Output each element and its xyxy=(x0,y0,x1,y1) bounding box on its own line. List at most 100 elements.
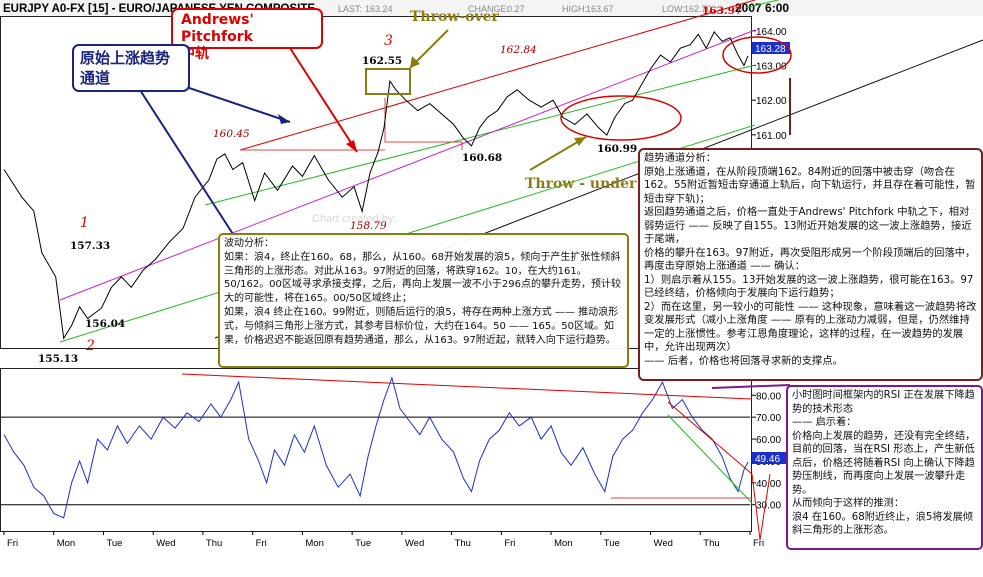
price-tick-label: 162.00 xyxy=(756,96,787,107)
throw-under-arrow xyxy=(529,136,587,171)
wave-analysis-note: 波动分析： 如果：浪4，终止在160。68，那么，从160。68开始发展的浪5，… xyxy=(218,233,629,368)
trend-analysis-p3: 价格的攀升在163。97附近，再次受阻形成另一个阶段顶端后的回落中，再度击穿原始… xyxy=(644,246,976,273)
rsi-panel-frame xyxy=(0,368,752,532)
rsi-downtrend-line xyxy=(667,401,753,475)
time-axis-label: Mon xyxy=(305,538,323,549)
time-axis-label: Wed xyxy=(654,538,673,549)
rsi-tick-label: 80.00 xyxy=(756,391,781,402)
price-label-162-55: 162.55 xyxy=(362,55,403,67)
price-tag-box xyxy=(752,42,790,54)
rsi-tick-label: 30.00 xyxy=(756,501,781,512)
rsi-analysis-p5: 浪4 在160。68附近终止，浪5将发展倾斜三角形的上涨形态。 xyxy=(792,511,974,537)
rsi-red-v-right xyxy=(759,473,771,541)
rsi-note-arrow xyxy=(711,384,791,389)
price-tag-value: 163.28 xyxy=(755,44,786,55)
watermark: Chart created by: xyxy=(312,213,396,225)
current-price-ellipse xyxy=(722,36,792,74)
price-label-158-79: 158.79 xyxy=(350,220,387,232)
trend-channel-callout-sub: 通道 xyxy=(80,69,111,87)
trend-analysis-p4: 1）则启示着从155。13开始发展的这一波上涨趋势，很可能在163。97已经终结… xyxy=(644,273,974,300)
last-label: LAST: xyxy=(338,4,362,14)
price-series-line xyxy=(3,30,749,340)
time-axis-label: Fri xyxy=(7,538,18,549)
price-label-155-13: 155.13 xyxy=(38,353,79,365)
change-value: 0.27 xyxy=(507,4,525,14)
rsi-annotations xyxy=(181,373,771,541)
wave-2-label: 2 xyxy=(86,338,95,354)
throw-over-box-marker xyxy=(365,68,411,95)
throw-over-arrow-head xyxy=(410,56,420,68)
high-label: HIGH: xyxy=(562,4,587,14)
trend-channel-callout: 原始上涨趋势 通道 xyxy=(72,44,190,92)
time-axis-label: Fri xyxy=(504,538,515,549)
low-label: LOW: xyxy=(662,4,685,14)
throw-over-box xyxy=(384,98,463,150)
throw-under-arrow-head xyxy=(574,137,586,146)
price-tick-label: 164.00 xyxy=(756,27,787,38)
rsi-green-line xyxy=(667,414,753,504)
low-value: 162.70 xyxy=(684,4,712,14)
price-label-157-33: 157.33 xyxy=(70,240,111,252)
throw-under-ellipse xyxy=(560,95,682,141)
time-axis: Fri Mon Tue Wed Thu Fri Mon Tue Wed Thu Fri Mon Tue W… xyxy=(3,531,764,549)
time-axis-label: Tue xyxy=(106,538,122,549)
rsi-tag-value: 49.46 xyxy=(755,454,780,465)
wave-3-label: 3 xyxy=(384,33,393,49)
rsi-red-v-left xyxy=(751,473,761,541)
price-label-160-45: 160.45 xyxy=(213,128,250,140)
price-label-160-68: 160.68 xyxy=(462,152,503,164)
rsi-tick-label: 60.00 xyxy=(756,435,781,446)
time-axis-label: Thu xyxy=(703,538,719,549)
price-label-162-84: 162.84 xyxy=(500,44,537,56)
time-axis-label: Wed xyxy=(405,538,424,549)
wave-analysis-case-2: 如果，浪4 终止在160。99附近，则随后运行的浪5，将存在两种上涨方式 —— … xyxy=(224,306,619,346)
rsi-analysis-p3: 价格向上发展的趋势，还没有完全终结，目前的回落，当在RSI 形态上，产生新低点后… xyxy=(792,430,976,496)
price-tick-label: 163.00 xyxy=(756,62,787,73)
price-label-163-97: 163.97 xyxy=(702,5,743,17)
trend-analysis-p6: —— 后者，价格也将回落寻求新的支撑点。 xyxy=(644,354,843,367)
rsi-analysis-p4: 从而倾向于这样的推测： xyxy=(792,498,905,509)
time-axis-label: Mon xyxy=(554,538,572,549)
rsi-tick-label: 70.00 xyxy=(756,413,781,424)
pitchfork-callout-sub: 中轨 xyxy=(181,46,209,62)
pitchfork-upper-line xyxy=(239,0,756,151)
trend-analysis-p5: 2）而在这里，另一较小的可能性 —— 这种现象，意味着这一波趋势将改变发展形式（… xyxy=(644,300,977,354)
wave-analysis-title: 波动分析： xyxy=(224,238,274,249)
pitchfork-median-line xyxy=(59,29,756,301)
trend-analysis-p2: 返回趋势通道之后，价格一直处于Andrews' Pitchfork 中轨之下，相… xyxy=(644,206,972,245)
high-value: 163.67 xyxy=(586,4,614,14)
pitchfork-callout-title: Andrews' Pitchfork xyxy=(181,12,254,45)
rsi-resistance-line xyxy=(181,373,753,400)
channel-lower-green-line xyxy=(204,64,756,206)
rsi-analysis-p2: —— 启示着： xyxy=(792,417,857,428)
last-value: 163.24 xyxy=(365,4,393,14)
time-axis-label: Fri xyxy=(256,538,267,549)
throw-under-label: Throw - under xyxy=(525,176,637,192)
throw-over-label: Throw-over xyxy=(410,9,499,25)
time-axis-label: Thu xyxy=(455,538,471,549)
time-axis-label: Mon xyxy=(57,538,75,549)
rsi-analysis-note: 小时图时间框架内的RSI 正在发展下降趋势的技术形态 —— 启示着： 价格向上发… xyxy=(786,385,983,550)
rsi-analysis-p1: 小时图时间框架内的RSI 正在发展下降趋势的技术形态 xyxy=(792,390,975,415)
wave-analysis-case-1: 如果：浪4，终止在160。68，那么，从160。68开始发展的浪5，倾向于产生扩… xyxy=(224,251,621,305)
trend-analysis-title: 趋势通道分析： xyxy=(644,152,717,164)
trend-channel-callout-title: 原始上涨趋势 xyxy=(80,49,171,67)
wave-1-label: 1 xyxy=(80,215,89,231)
time-axis-label: Tue xyxy=(604,538,620,549)
time-axis-label: Fri xyxy=(753,538,764,549)
price-tick-label: 161.00 xyxy=(756,131,787,142)
trend-analysis-p1: 原始上涨通道，在从阶段顶端162。84附近的回落中被击穿（吻合在162。55附近… xyxy=(644,165,976,205)
rsi-tag-box xyxy=(752,452,788,464)
pitchfork-callout: Andrews' Pitchfork 中轨 xyxy=(171,8,323,62)
trend-arrow-1-head xyxy=(278,114,290,124)
trend-channel-analysis-note: 趋势通道分析： 原始上涨通道，在从阶段顶端162。84附近的回落中被击穿（吻合在… xyxy=(638,148,983,381)
price-label-156-04: 156.04 xyxy=(85,318,126,330)
time-axis-label: Tue xyxy=(355,538,371,549)
time-axis-label: Wed xyxy=(156,538,175,549)
price-label-160-99: 160.99 xyxy=(597,143,638,155)
rsi-series-line xyxy=(3,376,749,519)
change-label: CHANGE: xyxy=(468,4,509,14)
header-date: 2007 6:00 xyxy=(735,1,789,15)
pitchfork-arrow xyxy=(289,47,358,153)
